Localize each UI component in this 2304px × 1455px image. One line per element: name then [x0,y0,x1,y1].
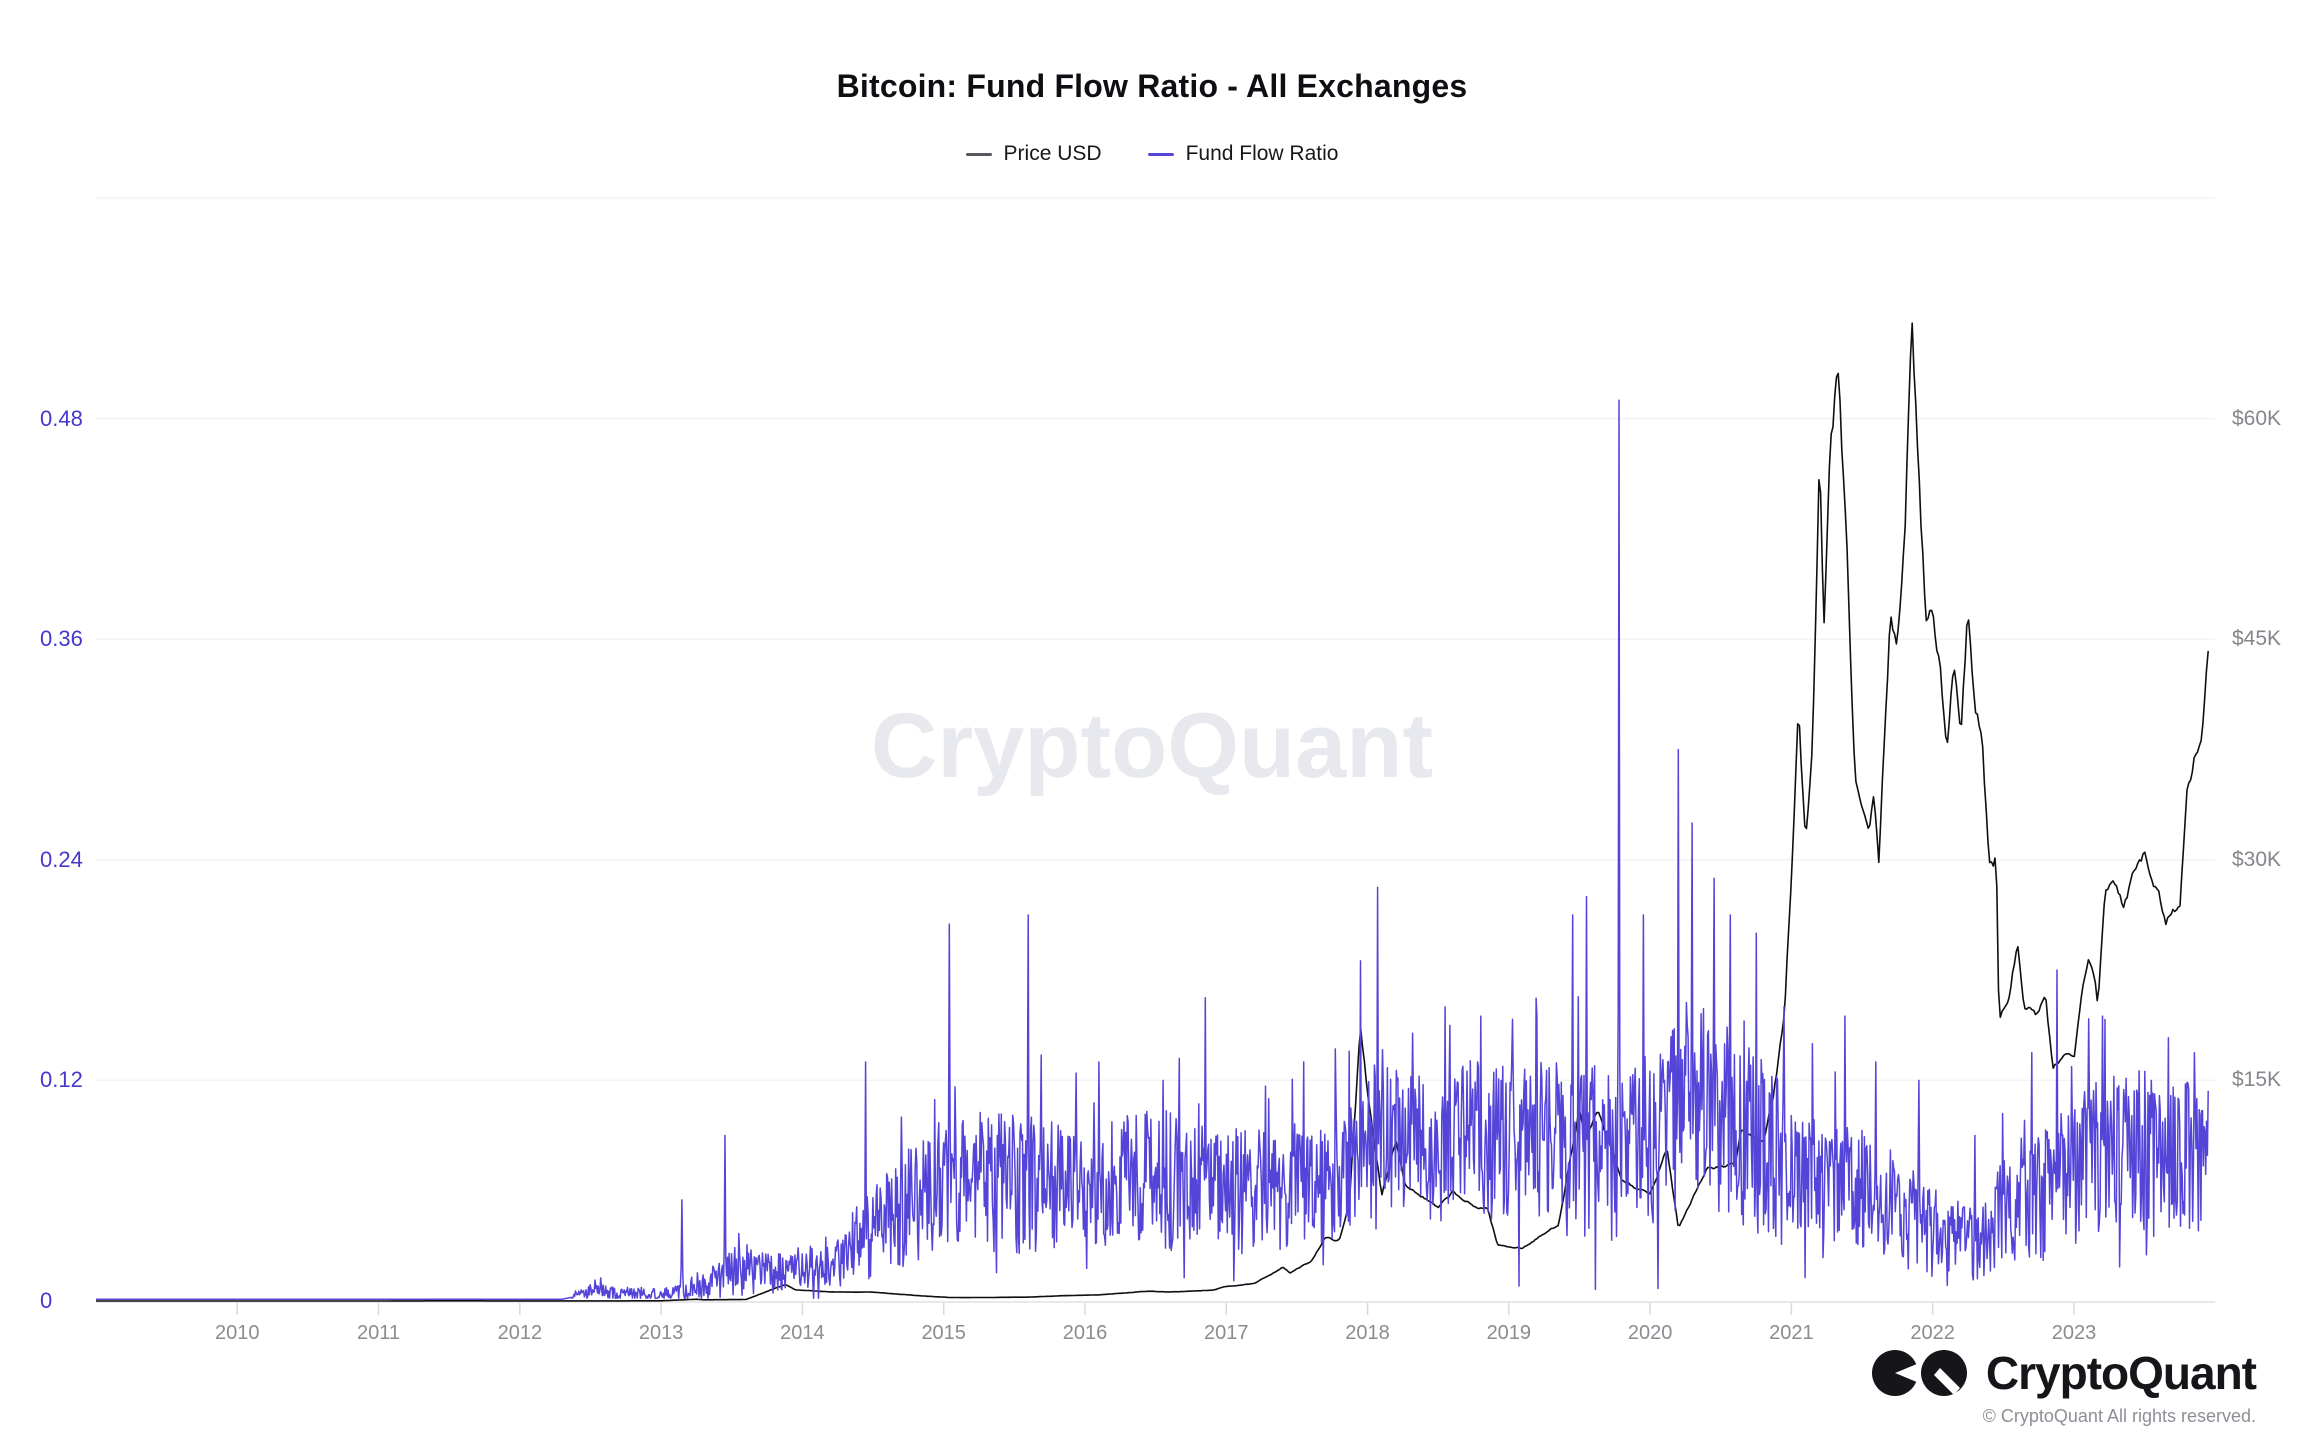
right-axis-tick-label: $30K [2232,847,2282,871]
price-usd-line-icon [965,152,992,156]
fund-flow-ratio-line-icon [1147,152,1174,156]
right-axis-tick-label: $45K [2232,627,2282,651]
x-axis-year-label: 2018 [1345,1322,1390,1344]
price-usd-line [96,322,2209,1302]
x-axis-year-label: 2015 [921,1322,966,1344]
right-axis-tick-label: $60K [2232,406,2282,430]
cryptoquant-logo-icon [1871,1348,1972,1398]
legend-item-fund-flow-ratio[interactable]: Fund Flow Ratio [1147,142,1339,166]
legend-label: Fund Flow Ratio [1185,142,1339,165]
x-axis-year-label: 2014 [780,1322,825,1344]
x-axis-year-label: 2013 [638,1322,684,1344]
page-title: Bitcoin: Fund Flow Ratio - All Exchanges [836,68,1468,104]
x-axis-year-label: 2010 [215,1322,260,1344]
footer: CryptoQuant © CryptoQuant All rights res… [1871,1346,2257,1427]
legend-label: Price USD [1003,142,1102,165]
left-axis-tick-label: 0.12 [40,1067,83,1093]
x-axis-year-label: 2011 [357,1322,401,1344]
footer-brand-text: CryptoQuant [1985,1347,2257,1399]
x-axis-year-label: 2019 [1486,1322,1532,1344]
left-axis-tick-label: 0 [40,1288,53,1313]
fund-flow-ratio-line [96,399,2209,1300]
x-axis-year-label: 2012 [497,1322,543,1344]
x-axis-year-label: 2022 [1910,1322,1955,1344]
x-axis-year-label: 2021 [1769,1322,1814,1344]
x-axis-year-label: 2016 [1062,1322,1108,1344]
right-axis-tick-label: $15K [2232,1068,2282,1092]
footer-copyright: © CryptoQuant All rights reserved. [1982,1406,2256,1426]
left-axis-tick-label: 0.36 [40,626,83,652]
x-axis-year-label: 2023 [2051,1322,2097,1344]
left-axis-tick-label: 0.24 [40,846,83,872]
x-axis-year-label: 2020 [1627,1322,1673,1344]
x-axis-year-label: 2017 [1204,1322,1249,1344]
left-axis-tick-label: 0.48 [40,405,83,431]
chart-legend: Price USD Fund Flow Ratio [0,142,2304,166]
legend-item-price-usd[interactable]: Price USD [965,142,1102,166]
